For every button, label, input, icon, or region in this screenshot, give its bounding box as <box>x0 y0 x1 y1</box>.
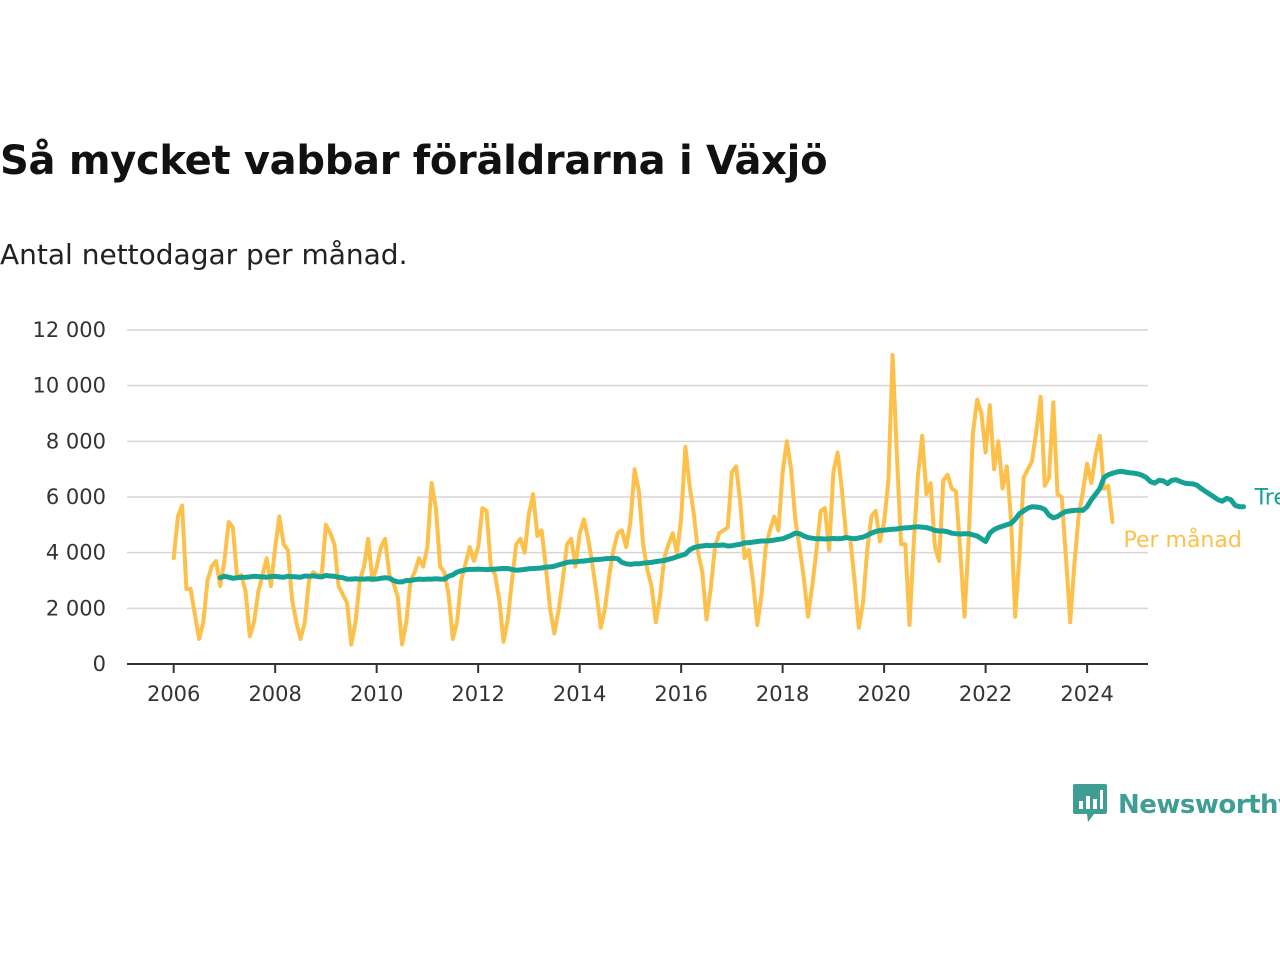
x-tick-label: 2012 <box>451 682 504 706</box>
y-tick-label: 0 <box>93 652 106 676</box>
x-axis: 0 2 000 4 000 6 000 8 000 10 000 12 000 2006 200… <box>33 318 1148 706</box>
y-tick-label: 6 000 <box>46 485 106 509</box>
y-tick-label: 10 000 <box>33 374 106 398</box>
x-tick-label: 2022 <box>959 682 1012 706</box>
x-tick-label: 2024 <box>1060 682 1113 706</box>
series-line-0 <box>171 353 1115 647</box>
newsworthy-logo-icon <box>1072 782 1108 828</box>
series-labels: Per månad Trend <box>1123 486 1280 553</box>
x-tick-label: 2006 <box>147 682 200 706</box>
y-tick-label: 12 000 <box>33 318 106 342</box>
x-tick-label: 2016 <box>654 682 707 706</box>
series-line-1 <box>217 468 1247 585</box>
brand-logo: Newsworthy <box>1072 784 1280 826</box>
brand-name: Newsworthy <box>1118 790 1280 820</box>
y-tick-label: 8 000 <box>46 429 106 453</box>
y-tick-label: 2 000 <box>46 596 106 620</box>
chart-subtitle: Antal nettodagar per månad. <box>0 238 408 271</box>
x-tick-label: 2014 <box>553 682 606 706</box>
x-tick-label: 2018 <box>756 682 809 706</box>
series-label: Per månad <box>1123 527 1241 553</box>
x-tick-label: 2008 <box>248 682 301 706</box>
chart-title: Så mycket vabbar föräldrarna i Växjö <box>0 138 828 184</box>
x-tick-label: 2010 <box>350 682 403 706</box>
series-label: Trend <box>1254 486 1280 511</box>
x-tick-label: 2020 <box>857 682 910 706</box>
y-tick-label: 4 000 <box>46 541 106 565</box>
series-lines <box>171 353 1247 647</box>
